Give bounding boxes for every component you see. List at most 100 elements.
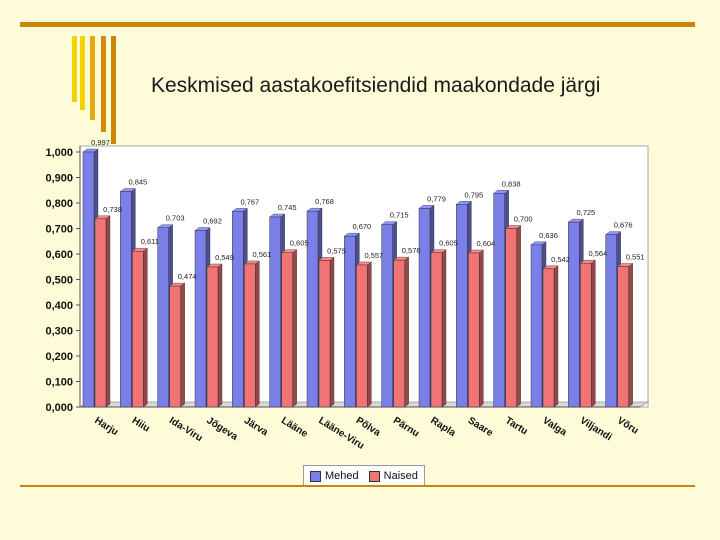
data-label: 0,725	[576, 208, 595, 217]
bar-naised-7	[356, 264, 368, 408]
y-tick-label: 0,600	[45, 249, 73, 261]
bar-naised-13	[580, 262, 592, 408]
data-label: 0,700	[514, 215, 533, 224]
bar-side-face	[105, 215, 111, 408]
x-tick-label: Viljandi	[578, 415, 614, 443]
top-accent-rule	[20, 22, 695, 27]
bar-mehed-8	[381, 224, 393, 408]
y-tick-label: 0,400	[45, 300, 73, 312]
bar-side-face	[516, 225, 521, 408]
y-tick-label: 1,000	[45, 147, 73, 159]
bar-mehed-12	[530, 244, 543, 408]
y-tick-label: 0,800	[45, 198, 73, 210]
y-tick-label: 0,100	[45, 377, 73, 389]
x-tick-label: Võru	[615, 415, 640, 436]
decorative-bar-4	[101, 36, 106, 132]
legend-item-naised: Naised	[368, 470, 418, 482]
x-tick-label: Hiiu	[130, 415, 152, 434]
data-label: 0,474	[178, 272, 197, 281]
bar-mehed-10	[456, 204, 468, 408]
bar-mehed-2	[157, 227, 169, 408]
x-tick-label: Jõgeva	[204, 415, 239, 443]
x-tick-label: Rapla	[428, 415, 457, 439]
data-label: 0,604	[476, 239, 495, 248]
bar-mehed-4	[232, 211, 244, 408]
data-label: 0,575	[327, 246, 346, 255]
bar-side-face	[217, 263, 223, 408]
bar-mehed-0	[82, 151, 95, 408]
x-tick-label: Järva	[242, 415, 270, 438]
x-tick-label: Põlva	[354, 415, 383, 439]
bar-side-face	[180, 282, 185, 408]
y-tick-label: 0,500	[45, 275, 73, 287]
bar-side-face	[479, 249, 484, 408]
bar-mehed-9	[418, 208, 431, 408]
data-label: 0,738	[103, 205, 122, 214]
bar-side-face	[591, 259, 596, 408]
bar-side-face	[143, 247, 148, 408]
bar-naised-1	[132, 250, 144, 408]
bar-naised-11	[505, 228, 517, 408]
data-label: 0,605	[290, 239, 309, 248]
bar-mehed-7	[344, 235, 356, 408]
decorative-bar-2	[80, 36, 85, 110]
data-label: 0,549	[215, 253, 234, 262]
data-label: 0,745	[278, 203, 297, 212]
data-label: 0,692	[203, 217, 222, 226]
chart-legend: Mehed Naised	[303, 465, 425, 487]
x-tick-label: Harju	[92, 415, 120, 438]
bar-naised-12	[542, 268, 555, 408]
y-tick-label: 0,300	[45, 326, 73, 338]
legend-swatch-mehed	[310, 470, 321, 482]
data-label: 0,767	[240, 197, 259, 206]
legend-item-mehed: Mehed	[310, 470, 359, 482]
y-tick-label: 0,000	[45, 402, 73, 414]
data-label: 0,564	[588, 249, 607, 258]
bar-naised-3	[206, 266, 219, 408]
bar-naised-4	[244, 263, 256, 408]
data-label: 0,551	[626, 252, 645, 261]
data-label: 0,605	[439, 239, 458, 248]
bar-naised-8	[393, 259, 405, 408]
bar-side-face	[553, 265, 559, 408]
bar-naised-14	[617, 266, 629, 408]
data-label: 0,838	[502, 179, 521, 188]
bar-side-face	[292, 249, 297, 408]
data-label: 0,542	[551, 255, 570, 264]
decorative-bar-5	[111, 36, 116, 144]
data-label: 0,715	[390, 211, 409, 220]
data-label: 0,670	[352, 222, 371, 231]
bar-side-face	[441, 249, 447, 408]
bar-mehed-13	[568, 221, 580, 408]
y-tick-label: 0,900	[45, 173, 73, 185]
legend-label-naised: Naised	[383, 470, 418, 482]
bar-mehed-1	[120, 191, 132, 408]
x-tick-label: Saare	[466, 415, 495, 439]
y-tick-label: 0,700	[45, 224, 73, 236]
data-label: 0,845	[128, 178, 147, 187]
bar-side-face	[628, 263, 633, 408]
bar-naised-2	[169, 285, 181, 408]
x-tick-label: Lääne	[279, 415, 310, 440]
bar-naised-9	[430, 252, 443, 408]
decorative-bar-1	[72, 36, 77, 102]
bar-side-face	[255, 260, 260, 408]
x-tick-label: Valga	[540, 415, 568, 438]
data-label: 0,768	[315, 197, 334, 206]
bar-mehed-11	[493, 193, 505, 408]
bar-side-face	[329, 256, 335, 408]
x-tick-label: Tartu	[503, 415, 529, 437]
x-tick-label: Ida-Viru	[167, 415, 204, 444]
data-label: 0,779	[427, 194, 446, 203]
y-tick-label: 0,200	[45, 351, 73, 363]
bar-mehed-14	[605, 234, 617, 408]
data-label: 0,561	[252, 250, 271, 259]
bar-naised-0	[94, 218, 107, 408]
bar-side-face	[367, 261, 372, 408]
legend-label-mehed: Mehed	[325, 470, 359, 482]
slide-title: Keskmised aastakoefitsiendid maakondade …	[151, 74, 601, 97]
data-label: 0,676	[614, 221, 633, 230]
data-label: 0,611	[141, 237, 159, 246]
bar-mehed-3	[194, 230, 207, 408]
